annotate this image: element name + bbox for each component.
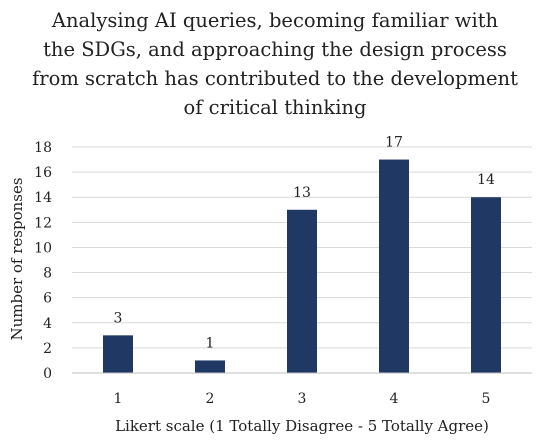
y-tick-label: 2 [43,341,52,357]
data-label: 13 [293,185,311,201]
y-tick-label: 6 [43,291,52,307]
x-tick-label: 3 [298,391,307,407]
y-tick-label: 4 [43,316,52,332]
bar [379,159,409,373]
data-label: 3 [114,310,123,326]
bar [103,335,133,373]
y-tick-label: 16 [34,165,52,181]
bar [287,209,317,373]
data-labels: 3 1 13 17 14 [114,135,495,352]
x-tick-label: 1 [114,391,123,407]
bars [103,159,501,373]
y-tick-label: 8 [43,266,52,282]
y-tick-label: 10 [34,240,52,256]
data-label: 14 [477,172,495,188]
data-label: 1 [206,335,215,351]
bar [195,360,225,373]
y-tick-label: 12 [34,215,52,231]
chart-title: Analysing AI queries, becoming familiar … [0,6,550,122]
chart-title-line: the SDGs, and approaching the design pro… [43,38,507,61]
chart-title-line: from scratch has contributed to the deve… [32,67,518,90]
y-axis-label: Number of responses [8,177,26,340]
data-label: 17 [385,135,403,151]
y-tick-label: 18 [34,140,52,156]
x-tick-label: 5 [482,391,491,407]
y-tick-label: 14 [34,190,52,206]
chart-title-line: Analysing AI queries, becoming familiar … [51,9,499,32]
x-axis-label: Likert scale (1 Totally Disagree - 5 Tot… [115,417,489,435]
y-tick-label: 0 [43,366,52,382]
bar [471,197,501,373]
chart-title-line: of critical thinking [183,96,367,119]
y-axis-ticks: 0 2 4 6 8 10 12 14 16 18 [34,140,52,382]
x-tick-label: 4 [390,391,399,407]
x-axis-ticks: 1 2 3 4 5 [114,391,491,407]
x-tick-label: 2 [206,391,215,407]
